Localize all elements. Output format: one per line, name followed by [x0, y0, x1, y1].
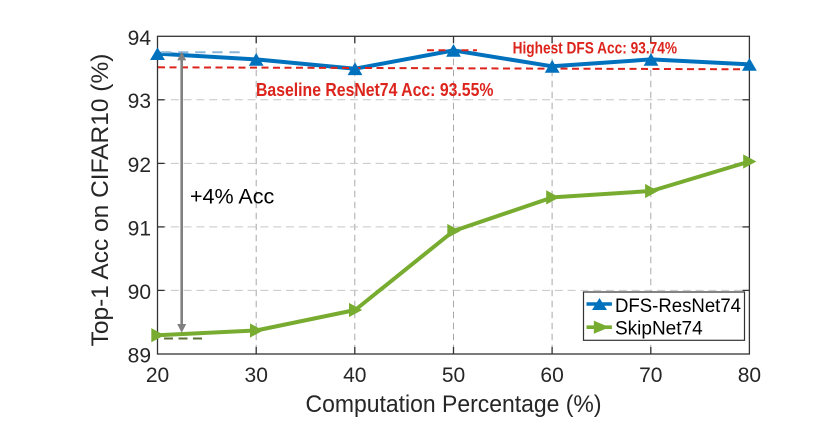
svg-text:20: 20	[146, 364, 169, 387]
svg-text:60: 60	[540, 364, 563, 387]
svg-text:70: 70	[639, 364, 662, 387]
svg-text:Computation Percentage (%): Computation Percentage (%)	[306, 391, 602, 418]
svg-text:94: 94	[128, 27, 152, 50]
svg-text:DFS-ResNet74: DFS-ResNet74	[615, 296, 741, 317]
svg-text:90: 90	[128, 281, 151, 304]
svg-text:93: 93	[128, 90, 151, 113]
svg-text:Top-1 Acc on CIFAR10 (%): Top-1 Acc on CIFAR10 (%)	[87, 54, 114, 347]
svg-text:80: 80	[738, 364, 761, 387]
svg-text:Baseline ResNet74 Acc: 93.55%: Baseline ResNet74 Acc: 93.55%	[256, 79, 493, 100]
svg-text:Highest DFS Acc: 93.74%: Highest DFS Acc: 93.74%	[513, 39, 677, 58]
svg-text:91: 91	[128, 217, 151, 240]
svg-text:89: 89	[128, 344, 151, 367]
svg-text:92: 92	[128, 154, 151, 177]
svg-text:30: 30	[245, 364, 268, 387]
svg-text:40: 40	[343, 364, 366, 387]
svg-text:+4% Acc: +4% Acc	[190, 185, 275, 209]
svg-text:SkipNet74: SkipNet74	[615, 319, 703, 340]
svg-text:50: 50	[442, 364, 465, 387]
